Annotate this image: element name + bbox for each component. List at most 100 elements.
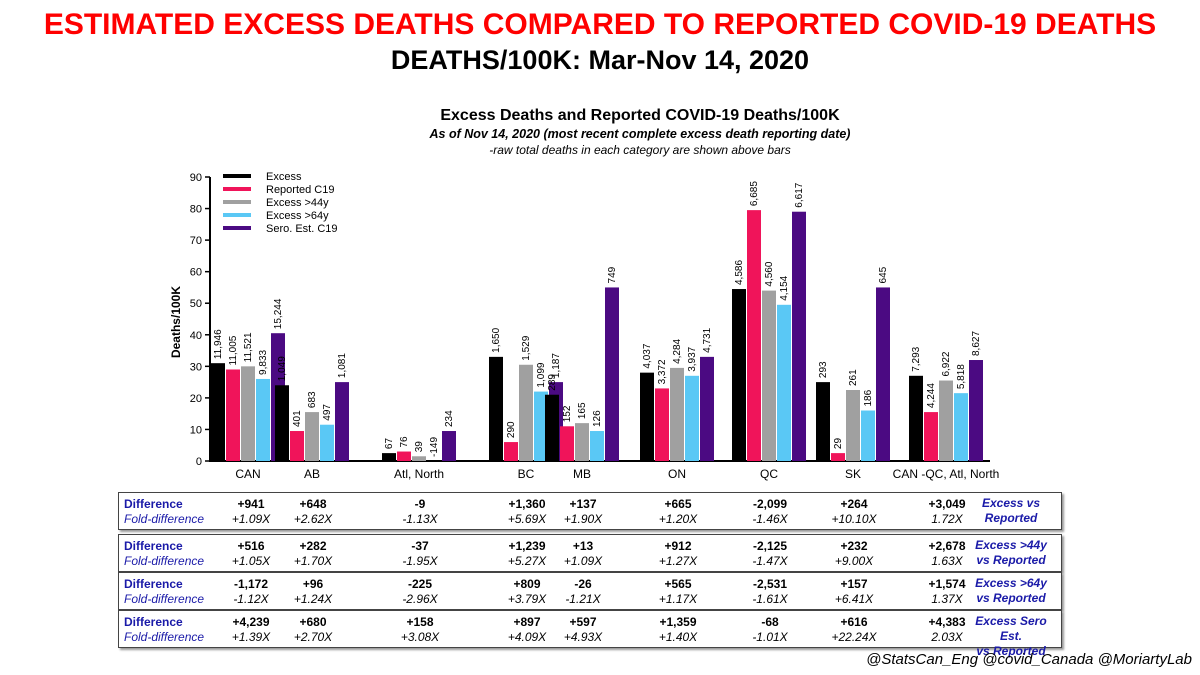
legend-label: Excess >64y xyxy=(266,210,329,222)
bar xyxy=(226,369,240,461)
difference-value: +1,360 xyxy=(508,497,546,511)
bar-value-label: 4,586 xyxy=(734,260,745,285)
x-tick-label: BC xyxy=(518,467,535,481)
difference-value: +1,239 xyxy=(508,539,546,553)
difference-value: +912 xyxy=(664,539,692,553)
bar-value-label: 6,922 xyxy=(941,351,952,376)
page-subtitle: DEATHS/100K: Mar-Nov 14, 2020 xyxy=(390,45,810,75)
bar-value-label: 4,284 xyxy=(672,338,683,363)
difference-value: +665 xyxy=(664,497,692,511)
fold-difference-value: +5.27X xyxy=(507,554,547,568)
bar-value-label: 29 xyxy=(833,438,844,450)
difference-value: -26 xyxy=(574,577,592,591)
difference-value: +1,574 xyxy=(928,577,966,591)
fold-difference-value: -1.61X xyxy=(752,592,788,606)
bar-value-label: 1,187 xyxy=(551,353,562,378)
bar-value-label: 3,937 xyxy=(687,346,698,371)
fold-difference-value: +1.90X xyxy=(563,512,603,526)
y-tick-label: 10 xyxy=(190,424,202,436)
bar-value-label: 1,081 xyxy=(337,353,348,378)
comparison-name-line1: Excess vs xyxy=(981,496,1041,510)
y-tick-label: 40 xyxy=(190,330,202,342)
comparison-name-line1: Excess >44y xyxy=(975,538,1047,552)
fold-difference-value: 2.03X xyxy=(931,630,963,644)
bar xyxy=(954,393,968,461)
bar xyxy=(211,363,225,461)
legend-label: Excess >44y xyxy=(266,197,329,209)
bar-value-label: 1,099 xyxy=(536,362,547,387)
bar-value-label: 126 xyxy=(592,410,603,427)
bar xyxy=(846,390,860,461)
bar-value-label: 290 xyxy=(506,421,517,438)
fold-difference-label: Fold-difference xyxy=(124,592,205,606)
fold-difference-value: +3.79X xyxy=(507,592,547,606)
fold-difference-value: +3.08X xyxy=(400,630,440,644)
fold-difference-value: +10.10X xyxy=(831,512,877,526)
x-tick-label: AB xyxy=(304,467,320,481)
bar xyxy=(256,378,270,461)
bar-value-label: 6,685 xyxy=(749,181,760,206)
difference-value: -9 xyxy=(414,497,426,511)
bar-value-label: 5,818 xyxy=(956,364,967,389)
x-tick-label: Atl, North xyxy=(394,467,444,481)
bar-value-label: 401 xyxy=(292,410,303,427)
bar-value-label: 234 xyxy=(444,410,455,427)
difference-value: -2,125 xyxy=(752,539,788,553)
difference-value: +597 xyxy=(569,615,597,629)
bar-value-label: 497 xyxy=(322,404,333,421)
bar-value-label: 1,529 xyxy=(521,335,532,360)
bar xyxy=(397,451,411,461)
comparison-table: Difference Fold-difference +941 +648 -9 +1,36… xyxy=(118,492,1062,530)
fold-difference-value: +1.20X xyxy=(658,512,698,526)
fold-difference-value: +1.39X xyxy=(231,630,271,644)
difference-value: +616 xyxy=(840,615,868,629)
bar xyxy=(534,391,548,461)
bar-value-label: 67 xyxy=(384,438,395,450)
x-tick-label: CAN xyxy=(235,467,260,481)
comparison-name: Excess vs Reported xyxy=(966,496,1056,526)
comparison-name: Excess >64y vs Reported xyxy=(966,576,1056,606)
bar xyxy=(545,394,559,461)
fold-difference-value: +6.41X xyxy=(834,592,874,606)
y-tick-label: 0 xyxy=(196,456,202,468)
difference-value: +516 xyxy=(237,539,265,553)
fold-difference-value: +4.09X xyxy=(507,630,547,644)
bar-value-label: 683 xyxy=(307,391,318,408)
bar-chart: 0 10 20 30 40 50 60 70 80 90 Deaths/100K 11,946 11,0… xyxy=(169,171,999,481)
bar xyxy=(489,356,503,461)
y-tick-label: 70 xyxy=(190,235,202,247)
bar-value-label: 289 xyxy=(547,374,558,391)
fold-difference-value: +2.62X xyxy=(293,512,333,526)
bar-value-label: 11,521 xyxy=(243,332,254,362)
bar-value-label: 1,650 xyxy=(491,327,502,352)
bar-value-label: 3,372 xyxy=(657,359,668,384)
fold-difference-value: 1.37X xyxy=(931,592,963,606)
difference-value: +232 xyxy=(840,539,868,553)
difference-value: +680 xyxy=(299,615,327,629)
difference-value: +282 xyxy=(299,539,327,553)
bar-value-label: 6,617 xyxy=(794,182,805,207)
bar xyxy=(861,410,875,461)
difference-value: +897 xyxy=(513,615,541,629)
y-tick-label: 50 xyxy=(190,298,202,310)
x-tick-label: ON xyxy=(668,467,686,481)
x-tick-label: SK xyxy=(845,467,861,481)
difference-value: +137 xyxy=(569,497,597,511)
legend-label: Sero. Est. C19 xyxy=(266,223,338,235)
comparison-name-line1: Excess >64y xyxy=(975,576,1047,590)
bar xyxy=(412,456,426,461)
comparison-name-line1: Excess Sero Est. xyxy=(975,614,1047,643)
comparison-name-line2: vs Reported xyxy=(976,591,1046,605)
page-title: ESTIMATED EXCESS DEATHS COMPARED TO REPO… xyxy=(43,8,1157,41)
chart-subtitle: As of Nov 14, 2020 (most recent complete… xyxy=(429,127,851,141)
difference-value: +941 xyxy=(237,497,265,511)
fold-difference-value: +2.70X xyxy=(293,630,333,644)
bar xyxy=(575,423,589,461)
bar-value-label: 15,244 xyxy=(273,298,284,329)
bar xyxy=(700,356,714,461)
fold-difference-value: +1.17X xyxy=(658,592,698,606)
difference-value: +157 xyxy=(840,577,868,591)
difference-value: -2,531 xyxy=(752,577,788,591)
difference-value: +96 xyxy=(302,577,324,591)
fold-difference-value: +5.69X xyxy=(507,512,547,526)
